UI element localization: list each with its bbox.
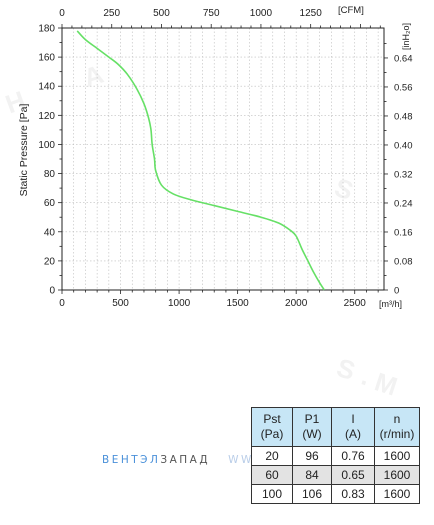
cell-n: 1600 bbox=[374, 446, 420, 466]
performance-table: Pst (Pa) P1 (W) I (A) n (r/min) 20 96 0.76 1… bbox=[251, 407, 420, 504]
y-tick-label: 40 bbox=[44, 227, 56, 238]
table-row: 100 106 0.83 1600 bbox=[251, 484, 420, 504]
cell-i: 0.76 bbox=[331, 446, 375, 466]
y-right-tick-label: 0.40 bbox=[394, 140, 413, 151]
x-tick-label: 0 bbox=[59, 298, 65, 309]
brand-watermark: ВЕНТЭЛЗАПАД WW bbox=[102, 454, 254, 466]
bottom-axis-unit: [m³/h] bbox=[379, 299, 402, 309]
x-tick-label: 500 bbox=[112, 298, 129, 309]
brand-part-3: WW bbox=[228, 454, 254, 466]
x-top-tick-label: 0 bbox=[59, 8, 65, 19]
grid bbox=[62, 28, 384, 290]
brand-part-1: ВЕНТЭЛ bbox=[102, 454, 161, 466]
y-right-tick-label: 0.08 bbox=[394, 256, 413, 267]
y-right-tick-label: 0.24 bbox=[394, 198, 413, 209]
header-pst: Pst (Pa) bbox=[251, 407, 293, 447]
x-top-tick-label: 1000 bbox=[250, 8, 273, 19]
cell-n: 1600 bbox=[374, 465, 420, 485]
x-tick-label: 2000 bbox=[285, 298, 308, 309]
header-i: I (A) bbox=[331, 407, 375, 447]
x-top-tick-label: 750 bbox=[203, 8, 220, 19]
table-header-row: Pst (Pa) P1 (W) I (A) n (r/min) bbox=[251, 407, 420, 447]
cell-i: 0.83 bbox=[331, 484, 375, 504]
x-tick-label: 1500 bbox=[227, 298, 250, 309]
y-tick-label: 60 bbox=[44, 198, 56, 209]
x-top-tick-label: 250 bbox=[103, 8, 120, 19]
cell-p1: 106 bbox=[292, 484, 332, 504]
cell-n: 1600 bbox=[374, 484, 420, 504]
header-n: n (r/min) bbox=[374, 407, 420, 447]
y-right-tick-label: 0 bbox=[394, 286, 399, 297]
cell-pst: 60 bbox=[251, 465, 293, 485]
y-right-tick-label: 0.32 bbox=[394, 169, 413, 180]
series-line bbox=[76, 30, 325, 291]
y-right-tick-label: 0.16 bbox=[394, 227, 413, 238]
y-axis-title: Static Pressure [Pa] bbox=[18, 104, 30, 197]
y-tick-label: 100 bbox=[38, 140, 55, 151]
cell-p1: 96 bbox=[292, 446, 332, 466]
header-p1: P1 (W) bbox=[292, 407, 332, 447]
table-row: 60 84 0.65 1600 bbox=[251, 465, 420, 485]
x-top-tick-label: 500 bbox=[153, 8, 170, 19]
y-right-tick-label: 0.64 bbox=[394, 53, 413, 64]
top-axis-unit: [CFM] bbox=[338, 5, 364, 16]
right-axis-unit: [inH₂o] bbox=[401, 23, 411, 50]
cell-pst: 100 bbox=[251, 484, 293, 504]
y-right-tick-label: 0.48 bbox=[394, 111, 413, 122]
cell-i: 0.65 bbox=[331, 465, 375, 485]
y-tick-label: 120 bbox=[38, 111, 55, 122]
y-tick-label: 160 bbox=[38, 53, 55, 64]
cell-pst: 20 bbox=[251, 446, 293, 466]
y-tick-label: 140 bbox=[38, 82, 55, 93]
x-tick-label: 2500 bbox=[344, 298, 367, 309]
y-tick-label: 180 bbox=[38, 24, 55, 35]
x-top-tick-label: 1250 bbox=[300, 8, 323, 19]
cell-p1: 84 bbox=[292, 465, 332, 485]
brand-part-2: ЗАПАД bbox=[160, 454, 211, 466]
x-tick-label: 1000 bbox=[168, 298, 191, 309]
series-group bbox=[76, 30, 325, 291]
table-row: 20 96 0.76 1600 bbox=[251, 446, 420, 466]
plot-frame bbox=[61, 27, 385, 291]
y-tick-label: 0 bbox=[49, 286, 55, 297]
axis-ticks bbox=[58, 24, 388, 294]
y-tick-label: 80 bbox=[44, 169, 56, 180]
y-tick-label: 20 bbox=[44, 256, 56, 267]
y-right-tick-label: 0.56 bbox=[394, 82, 413, 93]
